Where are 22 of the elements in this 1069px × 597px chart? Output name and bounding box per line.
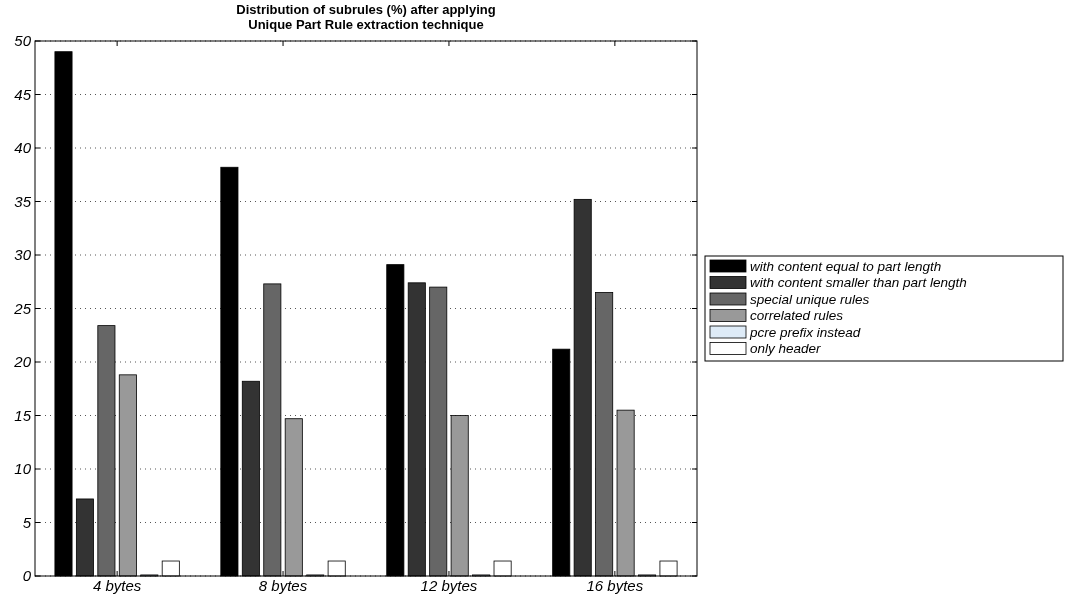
y-tick-label: 20 (13, 353, 32, 371)
x-tick-label: 4 bytes (92, 577, 142, 594)
y-tick-label: 50 (14, 32, 32, 50)
x-tick-label: 16 bytes (586, 577, 644, 594)
legend-label: correlated rules (750, 308, 844, 324)
y-tick-label: 25 (13, 299, 32, 317)
y-tick-label: 45 (14, 85, 32, 103)
legend-label: pcre prefix instead (749, 324, 861, 340)
y-tick-label: 15 (14, 406, 32, 424)
y-tick-label: 5 (22, 513, 32, 531)
legend-label: special unique rules (750, 291, 870, 307)
x-tick-label: 8 bytes (258, 577, 308, 594)
chart-title: Distribution of subrules (%) after applying Unique Part Rule extraction technique (236, 2, 496, 32)
y-tick-label: 40 (14, 139, 32, 157)
y-tick-label: 35 (14, 192, 32, 210)
y-tick-label: 30 (14, 246, 32, 264)
legend-label: only header (750, 341, 822, 357)
y-tick-label: 10 (14, 460, 32, 478)
legend-label: with content equal to part length (750, 258, 942, 274)
x-tick-label: 12 bytes (420, 577, 478, 594)
y-tick-label: 0 (22, 567, 32, 585)
legend-label: with content smaller than part length (750, 275, 967, 291)
